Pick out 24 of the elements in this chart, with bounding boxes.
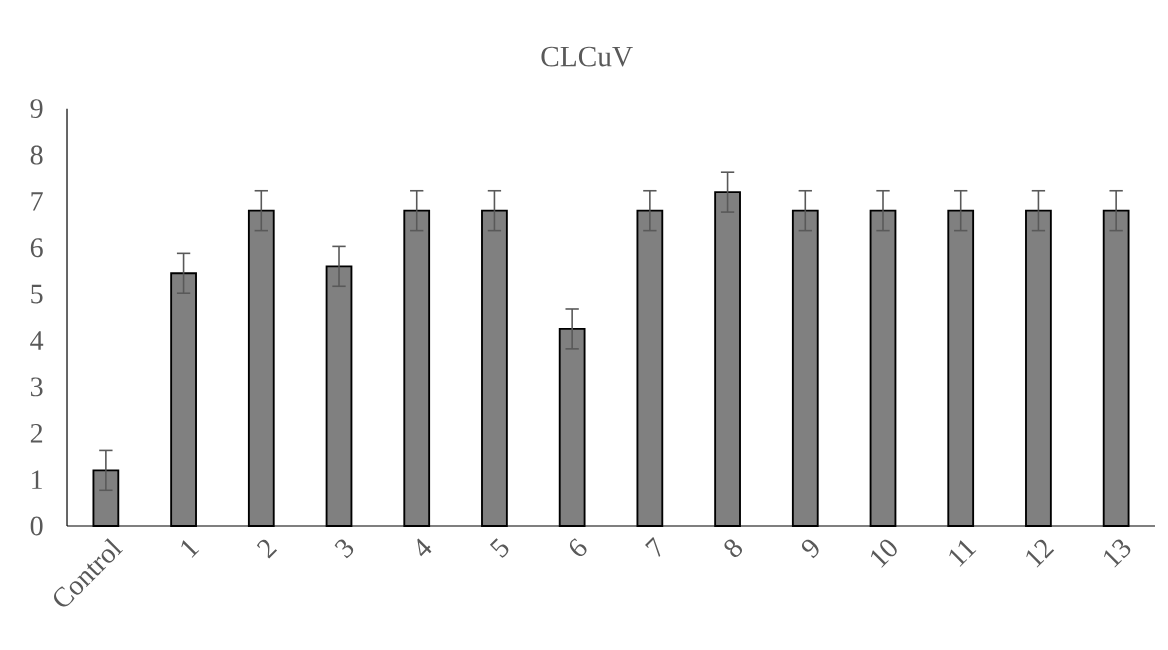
x-tick-label: 8	[724, 539, 742, 557]
y-tick-label: 4	[30, 331, 44, 350]
x-tick-label: 1	[181, 540, 200, 558]
y-tick-label: 8	[30, 145, 43, 165]
y-tick-label: 1	[32, 470, 42, 489]
y-tick-label: 6	[30, 238, 43, 258]
x-tick-label: 11	[949, 540, 977, 567]
x-tick-label: 4	[417, 538, 432, 557]
x-tick-label: 5	[489, 538, 509, 558]
chart-title: CLCuV	[541, 46, 633, 67]
x-tick-label: 6	[569, 538, 587, 557]
y-tick-label: 5	[31, 284, 43, 304]
y-tick-label: 0	[30, 516, 43, 536]
y-tick-label: 7	[31, 192, 43, 211]
x-tick-label: 12	[1026, 539, 1055, 568]
y-tick-label: 9	[30, 99, 43, 119]
x-tick-label: 7	[645, 536, 661, 557]
y-tick-label: 3	[30, 377, 43, 397]
x-tick-label: 13	[1104, 539, 1131, 568]
x-tick-label: 3	[334, 539, 354, 559]
y-tick-label: 2	[30, 423, 43, 443]
x-tick-label: 10	[870, 539, 897, 568]
x-tick-label: 9	[801, 539, 819, 559]
x-tick-label: 2	[256, 539, 278, 559]
